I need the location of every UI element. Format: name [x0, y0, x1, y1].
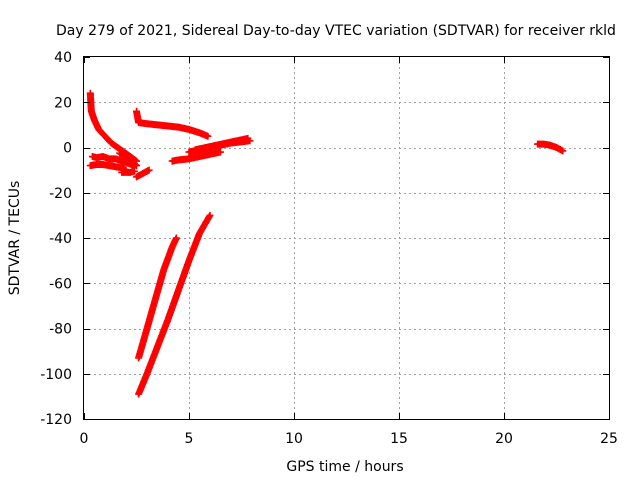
data-point — [244, 134, 252, 142]
plot-frame — [83, 56, 610, 420]
x-tick-label: 0 — [80, 431, 89, 447]
x-tick-label: 20 — [495, 431, 513, 447]
x-axis-title: GPS time / hours — [286, 459, 403, 475]
x-tick-label: 10 — [285, 431, 303, 447]
data-point — [133, 162, 140, 170]
data-point — [204, 132, 212, 140]
x-tick-label: 15 — [390, 431, 408, 447]
y-tick-label: -80 — [49, 322, 72, 338]
data-point — [172, 234, 180, 242]
y-tick-label: 40 — [54, 50, 72, 66]
x-tick-label: 5 — [185, 431, 194, 447]
grid — [84, 57, 609, 419]
data-point — [130, 167, 138, 175]
y-tick-label: 20 — [54, 95, 72, 111]
y-tick-label: -40 — [49, 231, 72, 247]
x-tick-label: 25 — [600, 431, 618, 447]
data-point — [206, 211, 214, 219]
data-point — [145, 166, 153, 174]
y-tick-label: -20 — [49, 186, 72, 202]
data-point — [217, 148, 224, 156]
data-points — [86, 89, 567, 398]
y-tick-label: -60 — [49, 276, 72, 292]
tick-labels: 0 5 10 15 20 25 -120 -100 -80 -60 -40 -20 0 20 40 — [40, 50, 618, 447]
y-tick-label: -120 — [40, 412, 72, 428]
y-tick-label: 0 — [63, 141, 72, 157]
data-point — [559, 147, 567, 155]
y-axis-title: SDTVAR / TECUs — [7, 181, 23, 296]
y-tick-label: -100 — [40, 367, 72, 383]
chart-title: Day 279 of 2021, Sidereal Day-to-day VTE… — [56, 23, 616, 39]
data-point — [131, 161, 139, 169]
axis-ticks — [84, 57, 610, 420]
